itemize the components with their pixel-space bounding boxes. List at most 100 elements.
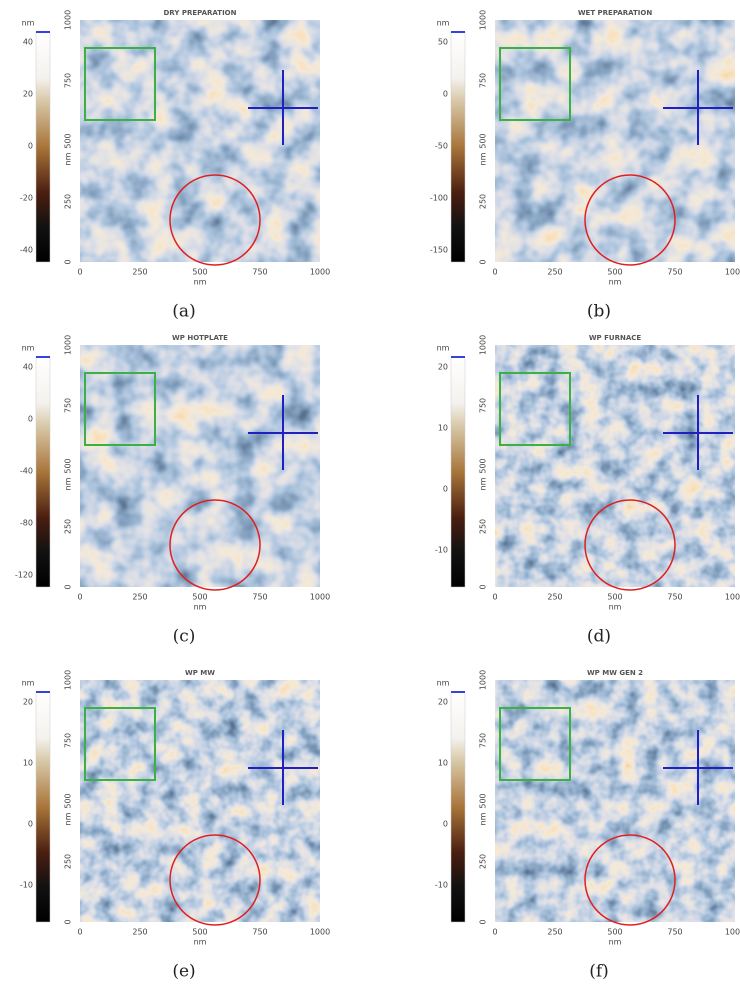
- panel: DRY PREPARATIONnm40200-20-40100075050025…: [20, 9, 330, 322]
- figure: DRY PREPARATIONnm40200-20-40100075050025…: [0, 0, 740, 992]
- colorbar-tick-label: -50: [435, 142, 448, 151]
- y-axis-label: nm: [64, 152, 73, 165]
- panel-title: WP HOTPLATE: [172, 334, 228, 342]
- y-tick-label: 750: [64, 73, 73, 88]
- x-tick-label: 500: [607, 268, 622, 277]
- colorbar-tick-label: -100: [430, 194, 448, 203]
- colorbar-tick-label: -10: [20, 881, 33, 890]
- x-tick-label: 750: [667, 928, 682, 937]
- x-tick-label: 250: [547, 928, 562, 937]
- colorbar-unit: nm: [437, 344, 450, 353]
- x-tick-label: 500: [192, 593, 207, 602]
- colorbar-unit: nm: [22, 344, 35, 353]
- colorbar-tick-label: 10: [438, 424, 448, 433]
- colorbar-unit: nm: [437, 19, 450, 28]
- colorbar-tick-label: -150: [430, 246, 448, 255]
- y-tick-label: 500: [479, 133, 488, 148]
- colorbar-unit: nm: [22, 19, 35, 28]
- x-tick-label: 1000: [310, 268, 330, 277]
- y-tick-label: 250: [479, 519, 488, 534]
- colorbar: [451, 692, 465, 922]
- y-tick-label: 750: [64, 733, 73, 748]
- y-tick-label: 1000: [64, 670, 73, 690]
- panel: WET PREPARATIONnm500-50-100-150100075050…: [430, 9, 740, 322]
- x-tick-label: 1000: [725, 593, 740, 602]
- y-tick-label: 0: [479, 259, 488, 264]
- x-tick-label: 750: [667, 268, 682, 277]
- x-axis-label: nm: [609, 278, 622, 287]
- caption: (b): [587, 302, 611, 322]
- panel-title: WET PREPARATION: [578, 9, 653, 17]
- x-tick-label: 250: [132, 593, 147, 602]
- y-tick-label: 750: [64, 398, 73, 413]
- y-tick-label: 500: [64, 458, 73, 473]
- colorbar-tick-label: 0: [443, 485, 448, 494]
- x-tick-label: 1000: [725, 928, 740, 937]
- x-tick-label: 0: [492, 593, 497, 602]
- y-tick-label: 750: [479, 73, 488, 88]
- colorbar: [36, 692, 50, 922]
- y-tick-label: 0: [479, 919, 488, 924]
- colorbar: [36, 357, 50, 587]
- x-tick-label: 1000: [310, 593, 330, 602]
- colorbar-tick-label: 20: [23, 90, 33, 99]
- colorbar: [451, 32, 465, 262]
- colorbar-unit: nm: [22, 679, 35, 688]
- y-axis-label: nm: [64, 812, 73, 825]
- x-tick-label: 0: [492, 928, 497, 937]
- x-tick-label: 750: [252, 593, 267, 602]
- x-tick-label: 1000: [310, 928, 330, 937]
- y-tick-label: 1000: [479, 335, 488, 355]
- y-tick-label: 250: [479, 854, 488, 869]
- y-tick-label: 500: [479, 458, 488, 473]
- x-tick-label: 750: [252, 268, 267, 277]
- colorbar-tick-label: 50: [438, 38, 448, 47]
- caption: (d): [587, 627, 611, 647]
- colorbar-tick-label: 10: [438, 759, 448, 768]
- y-tick-label: 250: [479, 194, 488, 209]
- colorbar-tick-label: -20: [20, 194, 33, 203]
- x-axis-label: nm: [609, 938, 622, 947]
- y-tick-label: 250: [64, 194, 73, 209]
- colorbar-tick-label: 20: [438, 363, 448, 372]
- x-tick-label: 250: [132, 268, 147, 277]
- x-tick-label: 0: [77, 928, 82, 937]
- y-axis-label: nm: [479, 477, 488, 490]
- y-tick-label: 1000: [479, 10, 488, 30]
- colorbar: [36, 32, 50, 262]
- y-tick-label: 1000: [64, 335, 73, 355]
- colorbar-tick-label: -40: [20, 467, 33, 476]
- caption: (e): [172, 962, 195, 982]
- y-axis-label: nm: [479, 152, 488, 165]
- caption: (c): [173, 627, 196, 647]
- panel-title: DRY PREPARATION: [164, 9, 237, 17]
- y-tick-label: 0: [64, 919, 73, 924]
- x-tick-label: 0: [492, 268, 497, 277]
- colorbar-tick-label: 20: [438, 698, 448, 707]
- y-tick-label: 750: [479, 733, 488, 748]
- colorbar-tick-label: 40: [23, 363, 33, 372]
- x-tick-label: 500: [607, 593, 622, 602]
- colorbar-tick-label: -80: [20, 519, 33, 528]
- x-tick-label: 1000: [725, 268, 740, 277]
- x-tick-label: 500: [607, 928, 622, 937]
- x-tick-label: 0: [77, 268, 82, 277]
- y-tick-label: 500: [479, 793, 488, 808]
- colorbar-tick-label: -120: [15, 571, 33, 580]
- colorbar-unit: nm: [437, 679, 450, 688]
- panel-title: WP MW GEN 2: [587, 669, 643, 677]
- colorbar-tick-label: 0: [28, 142, 33, 151]
- x-tick-label: 250: [547, 593, 562, 602]
- y-tick-label: 750: [479, 398, 488, 413]
- panel-title: WP FURNACE: [589, 334, 642, 342]
- colorbar-tick-label: 40: [23, 38, 33, 47]
- y-tick-label: 250: [64, 519, 73, 534]
- panel: WP HOTPLATEnm400-40-80-12010007505002500…: [15, 334, 330, 647]
- y-tick-label: 0: [479, 584, 488, 589]
- colorbar-tick-label: 0: [28, 820, 33, 829]
- x-tick-label: 750: [252, 928, 267, 937]
- colorbar-tick-label: 10: [23, 759, 33, 768]
- caption: (a): [172, 302, 195, 322]
